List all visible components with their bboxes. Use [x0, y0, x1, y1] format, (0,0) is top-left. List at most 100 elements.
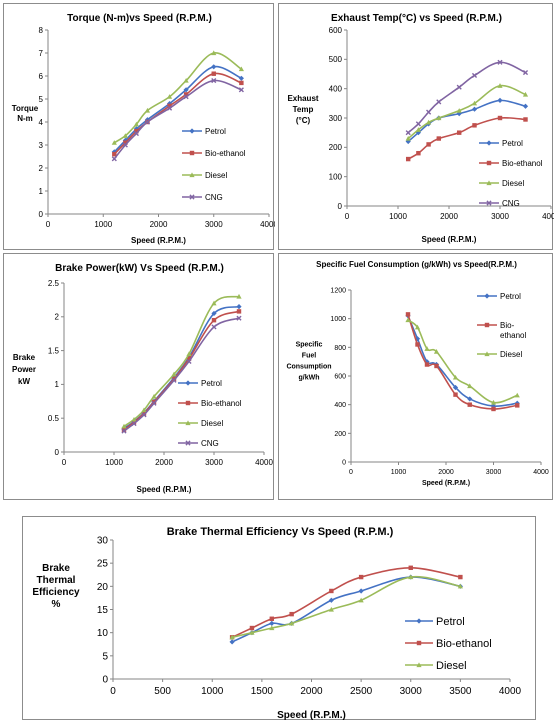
x-tick-label: 4000 — [542, 212, 554, 221]
x-tick-label: 4000 — [533, 469, 549, 476]
data-point — [122, 133, 128, 138]
data-point — [456, 108, 462, 113]
legend-entry: Bio-ethanol — [405, 638, 492, 650]
data-point — [121, 423, 127, 429]
y-tick-label: 5 — [102, 651, 108, 662]
legend-marker — [189, 194, 195, 200]
data-point — [497, 115, 503, 121]
series-bio-ethanol — [229, 565, 463, 640]
y-axis-label: g/kWh — [299, 375, 320, 382]
data-point — [238, 75, 244, 81]
data-point — [211, 324, 217, 330]
data-point — [515, 403, 520, 408]
data-point — [183, 94, 189, 100]
data-point — [171, 376, 177, 382]
data-point — [186, 356, 192, 361]
legend-entry: Petrol — [479, 139, 523, 148]
data-point — [151, 393, 157, 399]
x-tick-label: 1000 — [201, 686, 224, 697]
legend-label: Petrol — [201, 379, 222, 388]
series-petrol — [111, 64, 244, 155]
sfc-chart-panel: Specific Fuel Consumption (g/kWh) vs Spe… — [278, 253, 553, 500]
y-tick-label: 1000 — [330, 316, 346, 323]
series-line — [407, 99, 526, 143]
chart-title: Exhaust Temp(°C) vs Speed (R.P.M.) — [331, 13, 502, 24]
data-point — [239, 80, 244, 86]
y-axis-label: Brake — [13, 353, 36, 362]
data-point — [122, 142, 128, 148]
x-axis-label: Speed (R.P.M.) — [422, 235, 477, 244]
series-bio-ethanol — [112, 71, 244, 157]
legend-marker — [484, 293, 490, 299]
x-tick-label: 4000 — [255, 458, 273, 467]
data-point — [408, 565, 413, 571]
series-bio-ethanol — [405, 312, 520, 412]
legend-label: Petrol — [436, 616, 465, 628]
series-line — [123, 305, 240, 430]
data-point — [141, 407, 147, 413]
data-point — [236, 304, 242, 310]
data-point — [111, 140, 117, 145]
y-tick-label: 20 — [97, 582, 109, 593]
y-tick-label: 1200 — [330, 287, 346, 294]
data-point — [471, 72, 478, 79]
x-tick-label: 2500 — [350, 686, 373, 697]
data-point — [141, 411, 147, 416]
legend-marker — [189, 128, 195, 134]
y-tick-label: 0.5 — [48, 414, 60, 423]
data-point — [166, 105, 173, 111]
y-tick-label: 0 — [39, 210, 44, 219]
legend-entry: Petrol — [477, 292, 521, 301]
y-tick-label: 500 — [329, 55, 343, 64]
data-point — [134, 128, 139, 134]
y-axis-label: Specific — [296, 342, 323, 349]
x-tick-label: 3000 — [400, 686, 423, 697]
y-tick-label: 0 — [338, 202, 343, 211]
y-tick-label: 200 — [334, 431, 346, 438]
brake-power-chart: Brake Power(kW) Vs Speed (R.P.M.) 0 0.5 1 1.… — [12, 263, 273, 494]
legend-entry: Bio-ethanol — [182, 149, 246, 158]
data-point — [467, 402, 472, 407]
data-point — [131, 416, 137, 422]
series-line — [231, 575, 461, 639]
legend-marker — [486, 140, 492, 146]
data-point — [151, 399, 157, 405]
y-tick-label: 600 — [334, 373, 346, 380]
x-axis-label: Speed (R.P.M.) — [131, 236, 186, 245]
data-point — [183, 87, 189, 93]
legend-label: Bio-ethanol — [436, 638, 492, 650]
data-point — [414, 336, 421, 342]
y-tick-label: 2 — [55, 313, 60, 322]
legend-label: Diesel — [201, 419, 223, 428]
legend-entry: Bio-ethanol — [477, 321, 526, 340]
data-point — [523, 117, 528, 122]
legend-label: Petrol — [500, 292, 521, 301]
data-point — [452, 374, 459, 380]
y-tick-label: 4 — [39, 118, 44, 127]
data-point — [183, 92, 189, 97]
series-diesel — [121, 293, 242, 429]
data-point — [497, 97, 503, 103]
y-axis-label: Thermal — [37, 575, 76, 586]
series-line — [113, 72, 242, 155]
data-point — [112, 151, 117, 157]
data-point — [456, 84, 462, 90]
data-point — [144, 107, 151, 113]
data-point — [131, 420, 137, 425]
data-point — [328, 606, 334, 612]
y-tick-label: 30 — [97, 536, 109, 547]
legend-entry: Petrol — [405, 616, 465, 628]
data-point — [467, 396, 473, 402]
data-point — [436, 99, 442, 105]
series-line — [113, 65, 242, 153]
series-bio-ethanol — [405, 115, 528, 162]
data-point — [491, 406, 496, 412]
data-point — [131, 421, 137, 427]
legend-entry: Petrol — [182, 127, 226, 136]
data-point — [424, 346, 430, 351]
legend-label: Petrol — [205, 127, 226, 136]
series-petrol — [405, 97, 529, 145]
data-point — [249, 630, 255, 635]
legend-marker — [185, 440, 191, 446]
y-tick-label: 5 — [39, 95, 44, 104]
